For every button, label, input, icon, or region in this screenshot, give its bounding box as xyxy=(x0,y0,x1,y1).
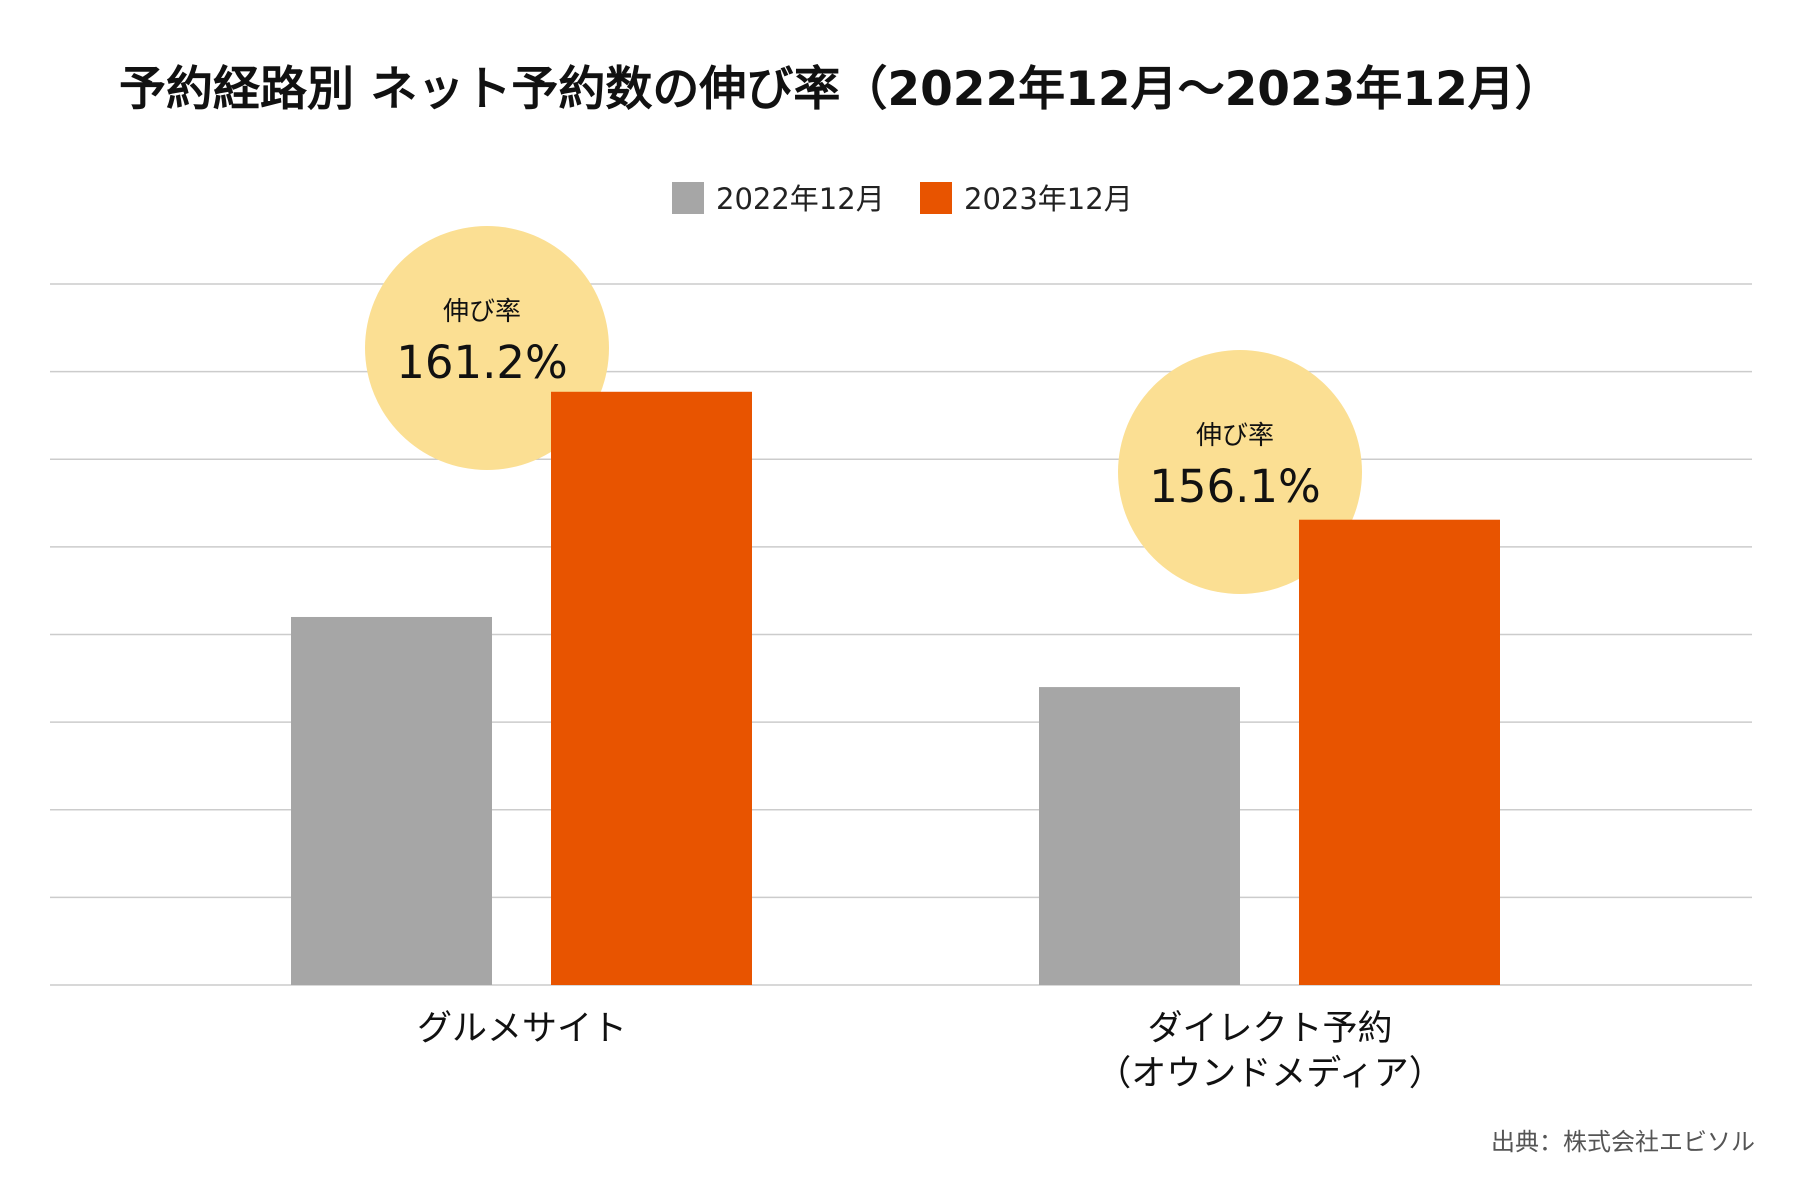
growth-rate-label-0: 伸び率 xyxy=(443,297,521,327)
growth-rate-value-0: 161.2% xyxy=(396,336,568,389)
source-note: 出典：株式会社エビソル xyxy=(1491,1128,1755,1156)
legend-swatch-0 xyxy=(672,182,704,214)
chart-title: 予約経路別 ネット予約数の伸び率（2022年12月〜2023年12月） xyxy=(119,62,1562,117)
category-labels: グルメサイト ダイレクト予約 （オウンドメディア） xyxy=(417,1009,1444,1094)
category-label-0-line-0: グルメサイト xyxy=(417,1009,627,1049)
bar-2023-category-1 xyxy=(1299,519,1500,985)
bar-2022-category-1 xyxy=(1039,687,1240,985)
growth-rate-bubble-0 xyxy=(365,226,609,470)
category-label-1-line-0: ダイレクト予約 xyxy=(1147,1009,1392,1049)
growth-rate-value-1: 156.1% xyxy=(1149,460,1321,513)
growth-rate-bubbles: 伸び率 161.2% 伸び率 156.1% xyxy=(365,226,1362,594)
bar-2023-category-0 xyxy=(551,391,752,985)
legend-label-1: 2023年12月 xyxy=(964,182,1133,216)
legend: 2022年12月 2023年12月 xyxy=(672,182,1133,216)
category-label-1-line-1: （オウンドメディア） xyxy=(1096,1054,1444,1094)
growth-rate-label-1: 伸び率 xyxy=(1196,421,1274,451)
bars xyxy=(291,391,1500,985)
legend-label-0: 2022年12月 xyxy=(716,182,885,216)
bar-2022-category-0 xyxy=(291,616,492,985)
legend-swatch-1 xyxy=(920,182,952,214)
